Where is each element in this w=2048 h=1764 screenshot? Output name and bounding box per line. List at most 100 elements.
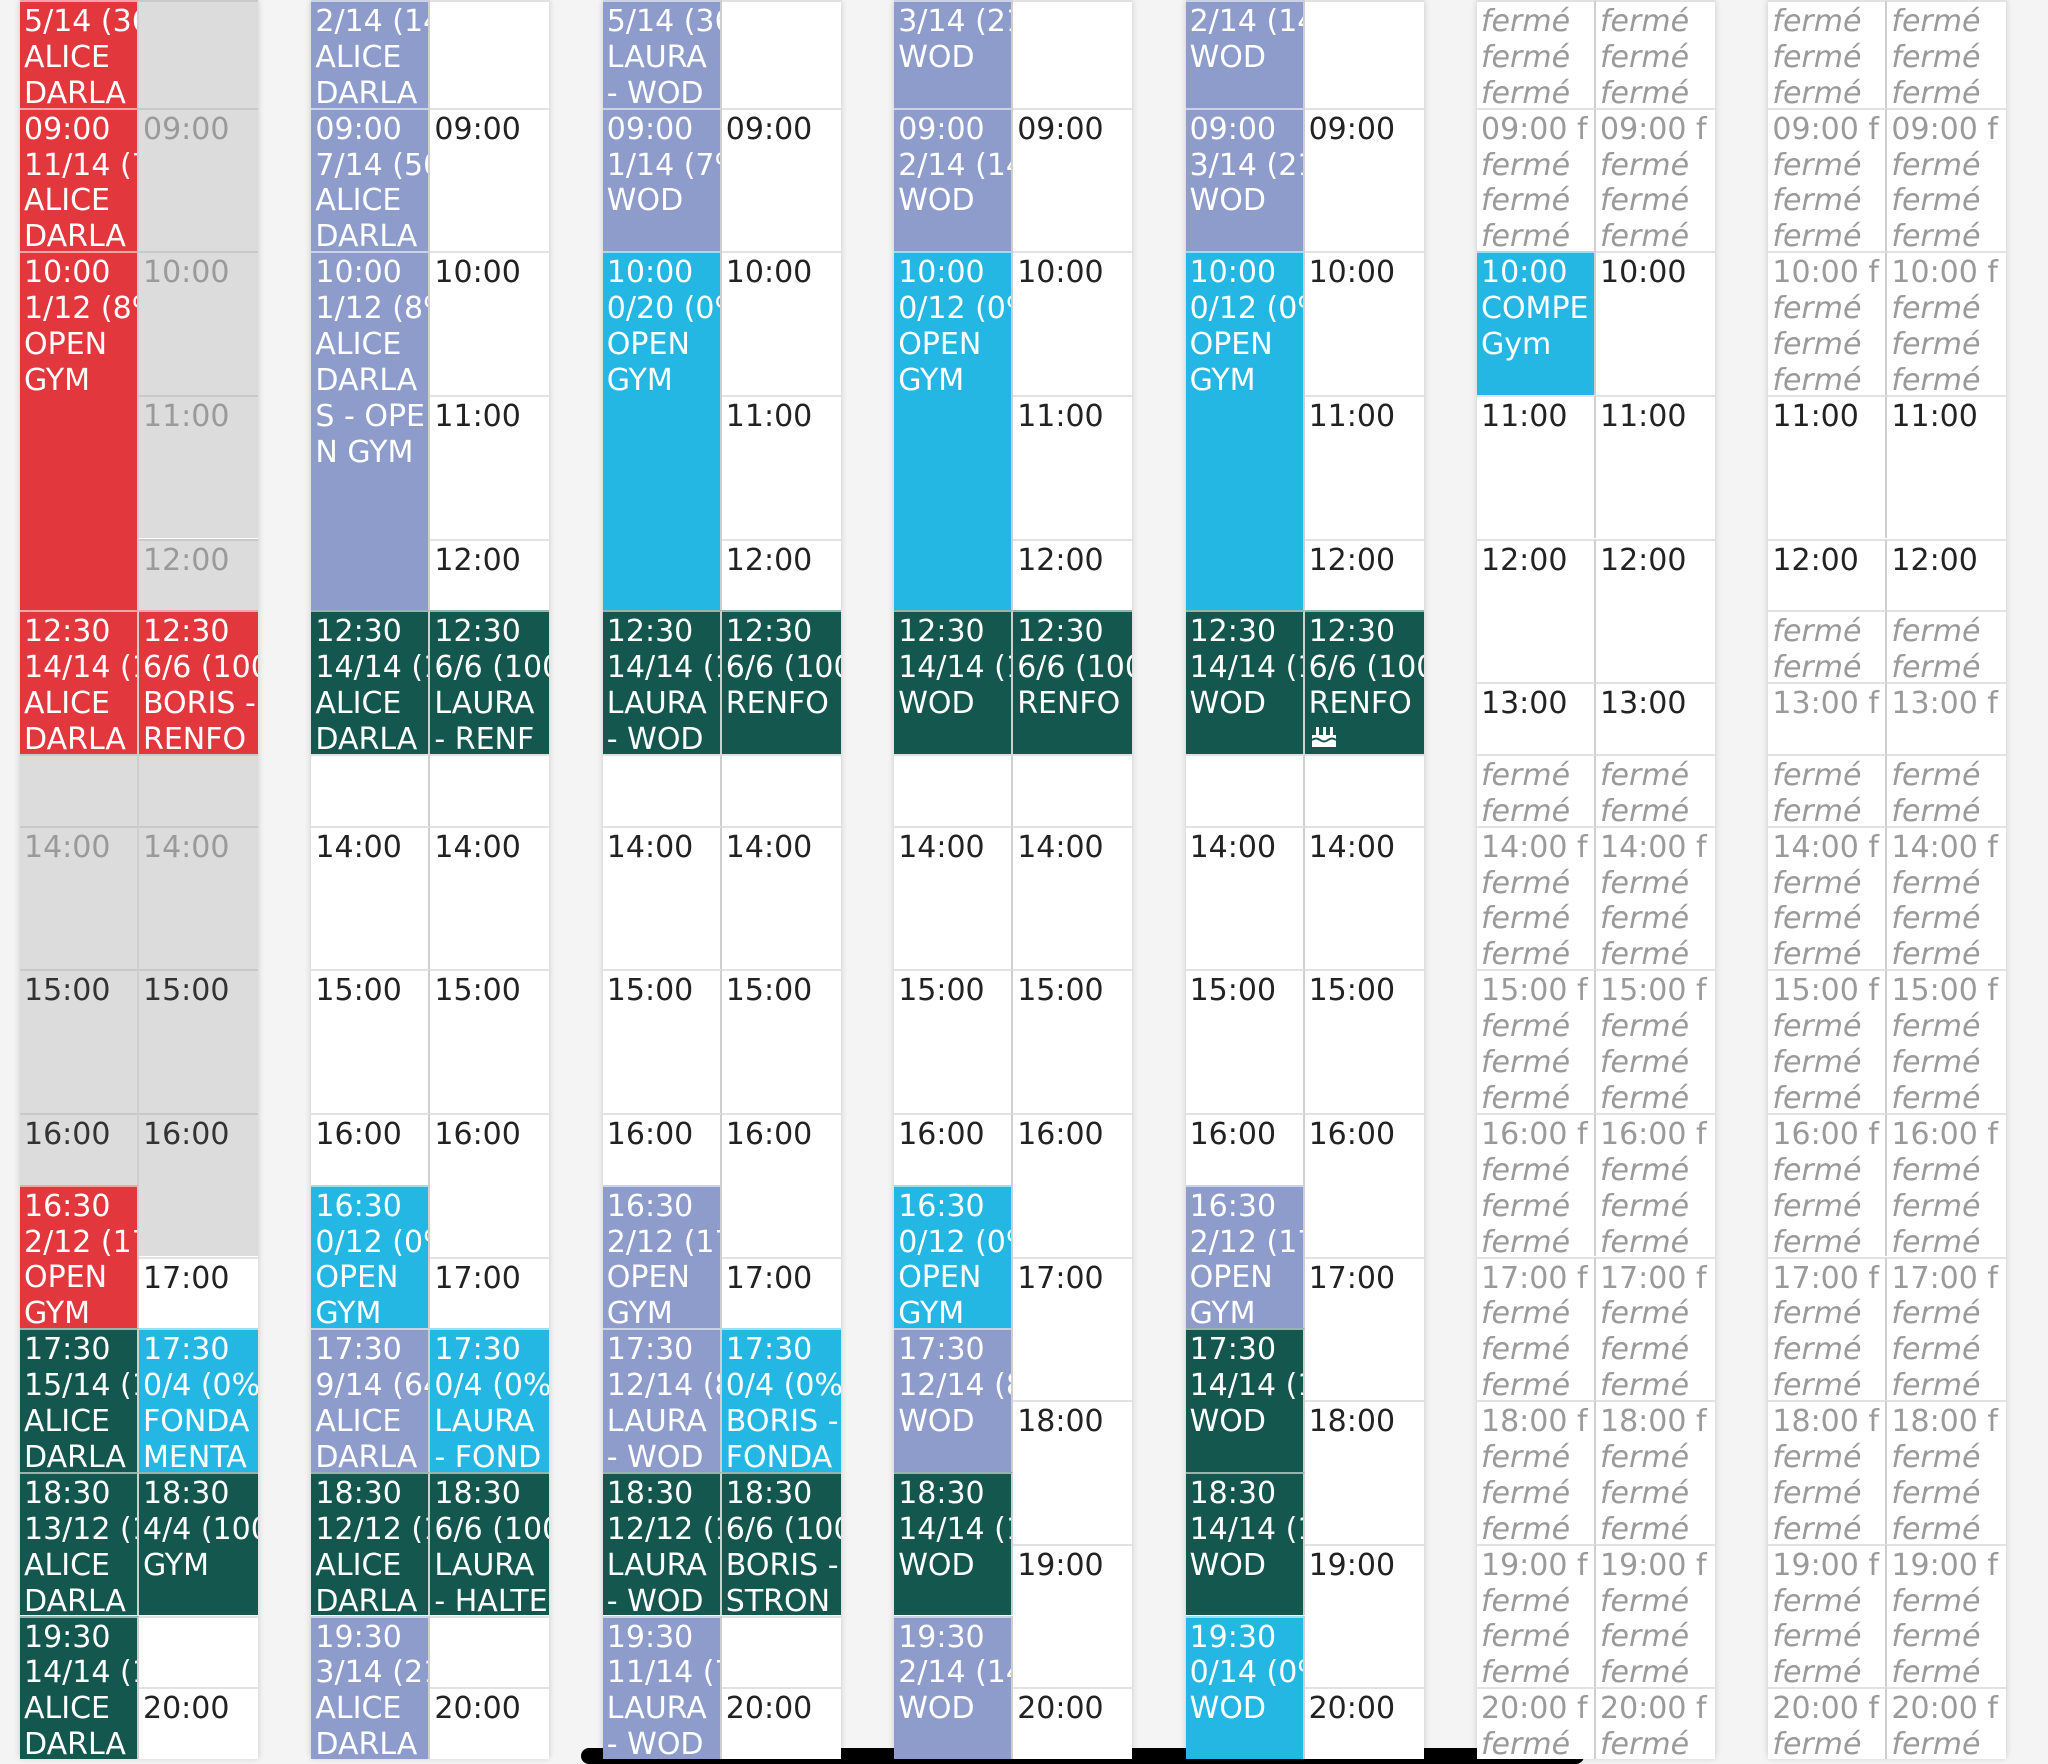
event-block[interactable]: 10:00 COMPE Gym: [1477, 251, 1596, 395]
slot-text: fermé: [1891, 147, 1981, 183]
closed-slot: 18:00 f fermé fermé fermé: [1596, 1400, 1715, 1544]
event-block[interactable]: 12:30 6/6 (100 RENFO: [1013, 610, 1133, 754]
slot-text: 12:30: [434, 614, 521, 650]
event-block[interactable]: 12:30 6/6 (100 RENFO: [1304, 610, 1424, 754]
event-block[interactable]: 17:30 14/14 (1 WOD: [1185, 1328, 1305, 1472]
slot-text: 17:30: [1189, 1332, 1277, 1368]
unavailable-slot: [139, 753, 258, 826]
event-block[interactable]: 17:30 15/14 (1 ALICE DARLA: [20, 1328, 139, 1472]
event-block[interactable]: 18:30 12/12 (1 ALICE DARLA: [311, 1471, 431, 1616]
slot-text: fermé: [1600, 1188, 1690, 1224]
slot-text: 10:00: [24, 255, 111, 291]
slot-text: fermé: [1891, 75, 1981, 108]
event-block[interactable]: 19:30 14/14 (1 ALICE DARLA: [20, 1615, 139, 1760]
slot-text: GYM: [315, 1296, 382, 1329]
event-block[interactable]: 18:30 14/14 (1 WOD: [1185, 1471, 1305, 1616]
event-block[interactable]: 19:30 11/14 (7 LAURA - WOD: [602, 1615, 722, 1760]
closed-slot: 20:00 f fermé: [1596, 1687, 1715, 1760]
event-block[interactable]: 2/14 (14 WOD: [1185, 0, 1305, 108]
event-block[interactable]: 09:00 2/14 (14 WOD: [894, 107, 1014, 252]
event-block[interactable]: 12:30 14/14 (1 ALICE DARLA: [20, 610, 139, 754]
slot-text: 11/14 (7: [606, 1655, 722, 1691]
event-block[interactable]: 19:30 3/14 (21 ALICE DARLA: [311, 1615, 431, 1760]
closed-slot: 14:00 f fermé fermé fermé: [1887, 825, 2007, 970]
slot-text: fermé: [1600, 1368, 1690, 1401]
slot-text: 10:00: [1481, 255, 1568, 291]
slot-text: DARLA: [24, 1727, 126, 1760]
event-block[interactable]: 16:30 2/12 (17 OPEN GYM: [20, 1184, 139, 1329]
time-slot: [721, 753, 841, 826]
event-block[interactable]: 18:30 13/12 (1 ALICE DARLA: [20, 1471, 139, 1616]
slot-text: RENFO: [1017, 686, 1121, 722]
event-block[interactable]: 19:30 2/14 (14 WOD: [894, 1615, 1014, 1760]
unavailable-slot: 15:00: [139, 969, 258, 1113]
event-block[interactable]: 12:30 6/6 (100 RENFO: [721, 610, 841, 754]
event-block[interactable]: 16:30 2/12 (17 OPEN GYM: [602, 1184, 722, 1329]
event-block[interactable]: 18:30 4/4 (100 GYM: [139, 1471, 258, 1616]
slot-text: 10:00: [1308, 255, 1396, 291]
event-block[interactable]: 2/14 (14 ALICE DARLA: [311, 0, 431, 108]
event-block[interactable]: 12:30 14/14 (1 ALICE DARLA: [311, 610, 431, 754]
slot-text: WOD: [898, 686, 975, 722]
slot-text: fermé: [1891, 1475, 1981, 1511]
time-slot: 12:00: [430, 538, 550, 611]
event-block[interactable]: 09:00 3/14 (21 WOD: [1185, 107, 1305, 252]
slot-text: 09:00: [725, 111, 813, 147]
event-block[interactable]: 3/14 (21 WOD: [894, 0, 1014, 108]
closed-slot: 16:00 f fermé fermé fermé: [1887, 1112, 2007, 1257]
slot-text: 19:00 f: [1891, 1547, 1998, 1583]
event-block[interactable]: 5/14 (36 LAURA - WOD: [602, 0, 722, 108]
event-block[interactable]: 18:30 6/6 (100 BORIS - STRON: [721, 1471, 841, 1616]
slot-text: S - OPE: [315, 398, 425, 434]
slot-text: 10:00: [143, 255, 230, 291]
event-block[interactable]: 12:30 14/14 (1 WOD: [1185, 610, 1305, 754]
slot-text: fermé: [1600, 1511, 1690, 1544]
slot-text: WOD: [1189, 183, 1266, 219]
event-block[interactable]: 19:300/14 (0%WOD: [1185, 1615, 1305, 1760]
time-slot: 12:00: [1013, 538, 1133, 611]
slot-text: ALICE: [24, 39, 110, 75]
event-block[interactable]: 09:00 11/14 (7 ALICE DARLA: [20, 107, 139, 252]
event-block[interactable]: 12:30 6/6 (100 LAURA - RENF: [430, 610, 550, 754]
slot-text: fermé: [1772, 362, 1862, 395]
event-block[interactable]: 18:30 12/12 (1 LAURA - WOD: [602, 1471, 722, 1616]
unavailable-slot: 11:00: [139, 394, 258, 539]
slot-text: DARLA: [315, 721, 418, 754]
closed-slot: 09:00 f fermé fermé fermé: [1596, 107, 1715, 252]
event-block[interactable]: 09:001/14 (7%WOD: [602, 107, 722, 252]
event-block[interactable]: 18:30 6/6 (100 LAURA - HALTE: [430, 1471, 550, 1616]
event-block[interactable]: 12:30 6/6 (100 BORIS - RENFO: [139, 610, 258, 754]
slot-text: fermé: [1481, 901, 1571, 937]
event-block[interactable]: 17:30 12/14 (8 LAURA - WOD: [602, 1328, 722, 1472]
slot-text: fermé: [1772, 4, 1862, 39]
event-block[interactable]: 16:30 2/12 (17 OPEN GYM: [1185, 1184, 1305, 1329]
event-block[interactable]: 18:30 14/14 (1 WOD: [894, 1471, 1014, 1616]
event-block[interactable]: 17:30 9/14 (64 ALICE DARLA: [311, 1328, 431, 1472]
slot-text: 16:00 f: [1891, 1116, 1998, 1152]
event-block[interactable]: 17:300/4 (0%)BORIS -FONDA: [721, 1328, 841, 1472]
event-block[interactable]: 5/14 (36 ALICE DARLA: [20, 0, 139, 108]
time-slot: 14:00: [311, 825, 431, 970]
slot-text: 13:00 f: [1891, 686, 1998, 722]
slot-text: 17:00 f: [1891, 1260, 1998, 1296]
closed-slot: 15:00 f fermé fermé fermé: [1887, 969, 2007, 1113]
unavailable-slot: 14:00: [139, 825, 258, 970]
slot-text: ALICE: [315, 39, 402, 75]
slot-text: fermé: [1891, 793, 1981, 826]
event-block[interactable]: 12:30 14/14 (1 WOD: [894, 610, 1014, 754]
slot-text: LAURA: [606, 686, 707, 722]
event-block[interactable]: 17:300/4 (0%)LAURA- FOND: [430, 1328, 550, 1472]
event-block[interactable]: 09:00 7/14 (50 ALICE DARLA: [311, 107, 431, 252]
time-slot: 16:00: [721, 1112, 841, 1257]
event-block[interactable]: 17:30 12/14 (8 WOD: [894, 1328, 1014, 1472]
time-slot: 15:00: [721, 969, 841, 1113]
event-block[interactable]: 12:30 14/14 (1 LAURA - WOD: [602, 610, 722, 754]
